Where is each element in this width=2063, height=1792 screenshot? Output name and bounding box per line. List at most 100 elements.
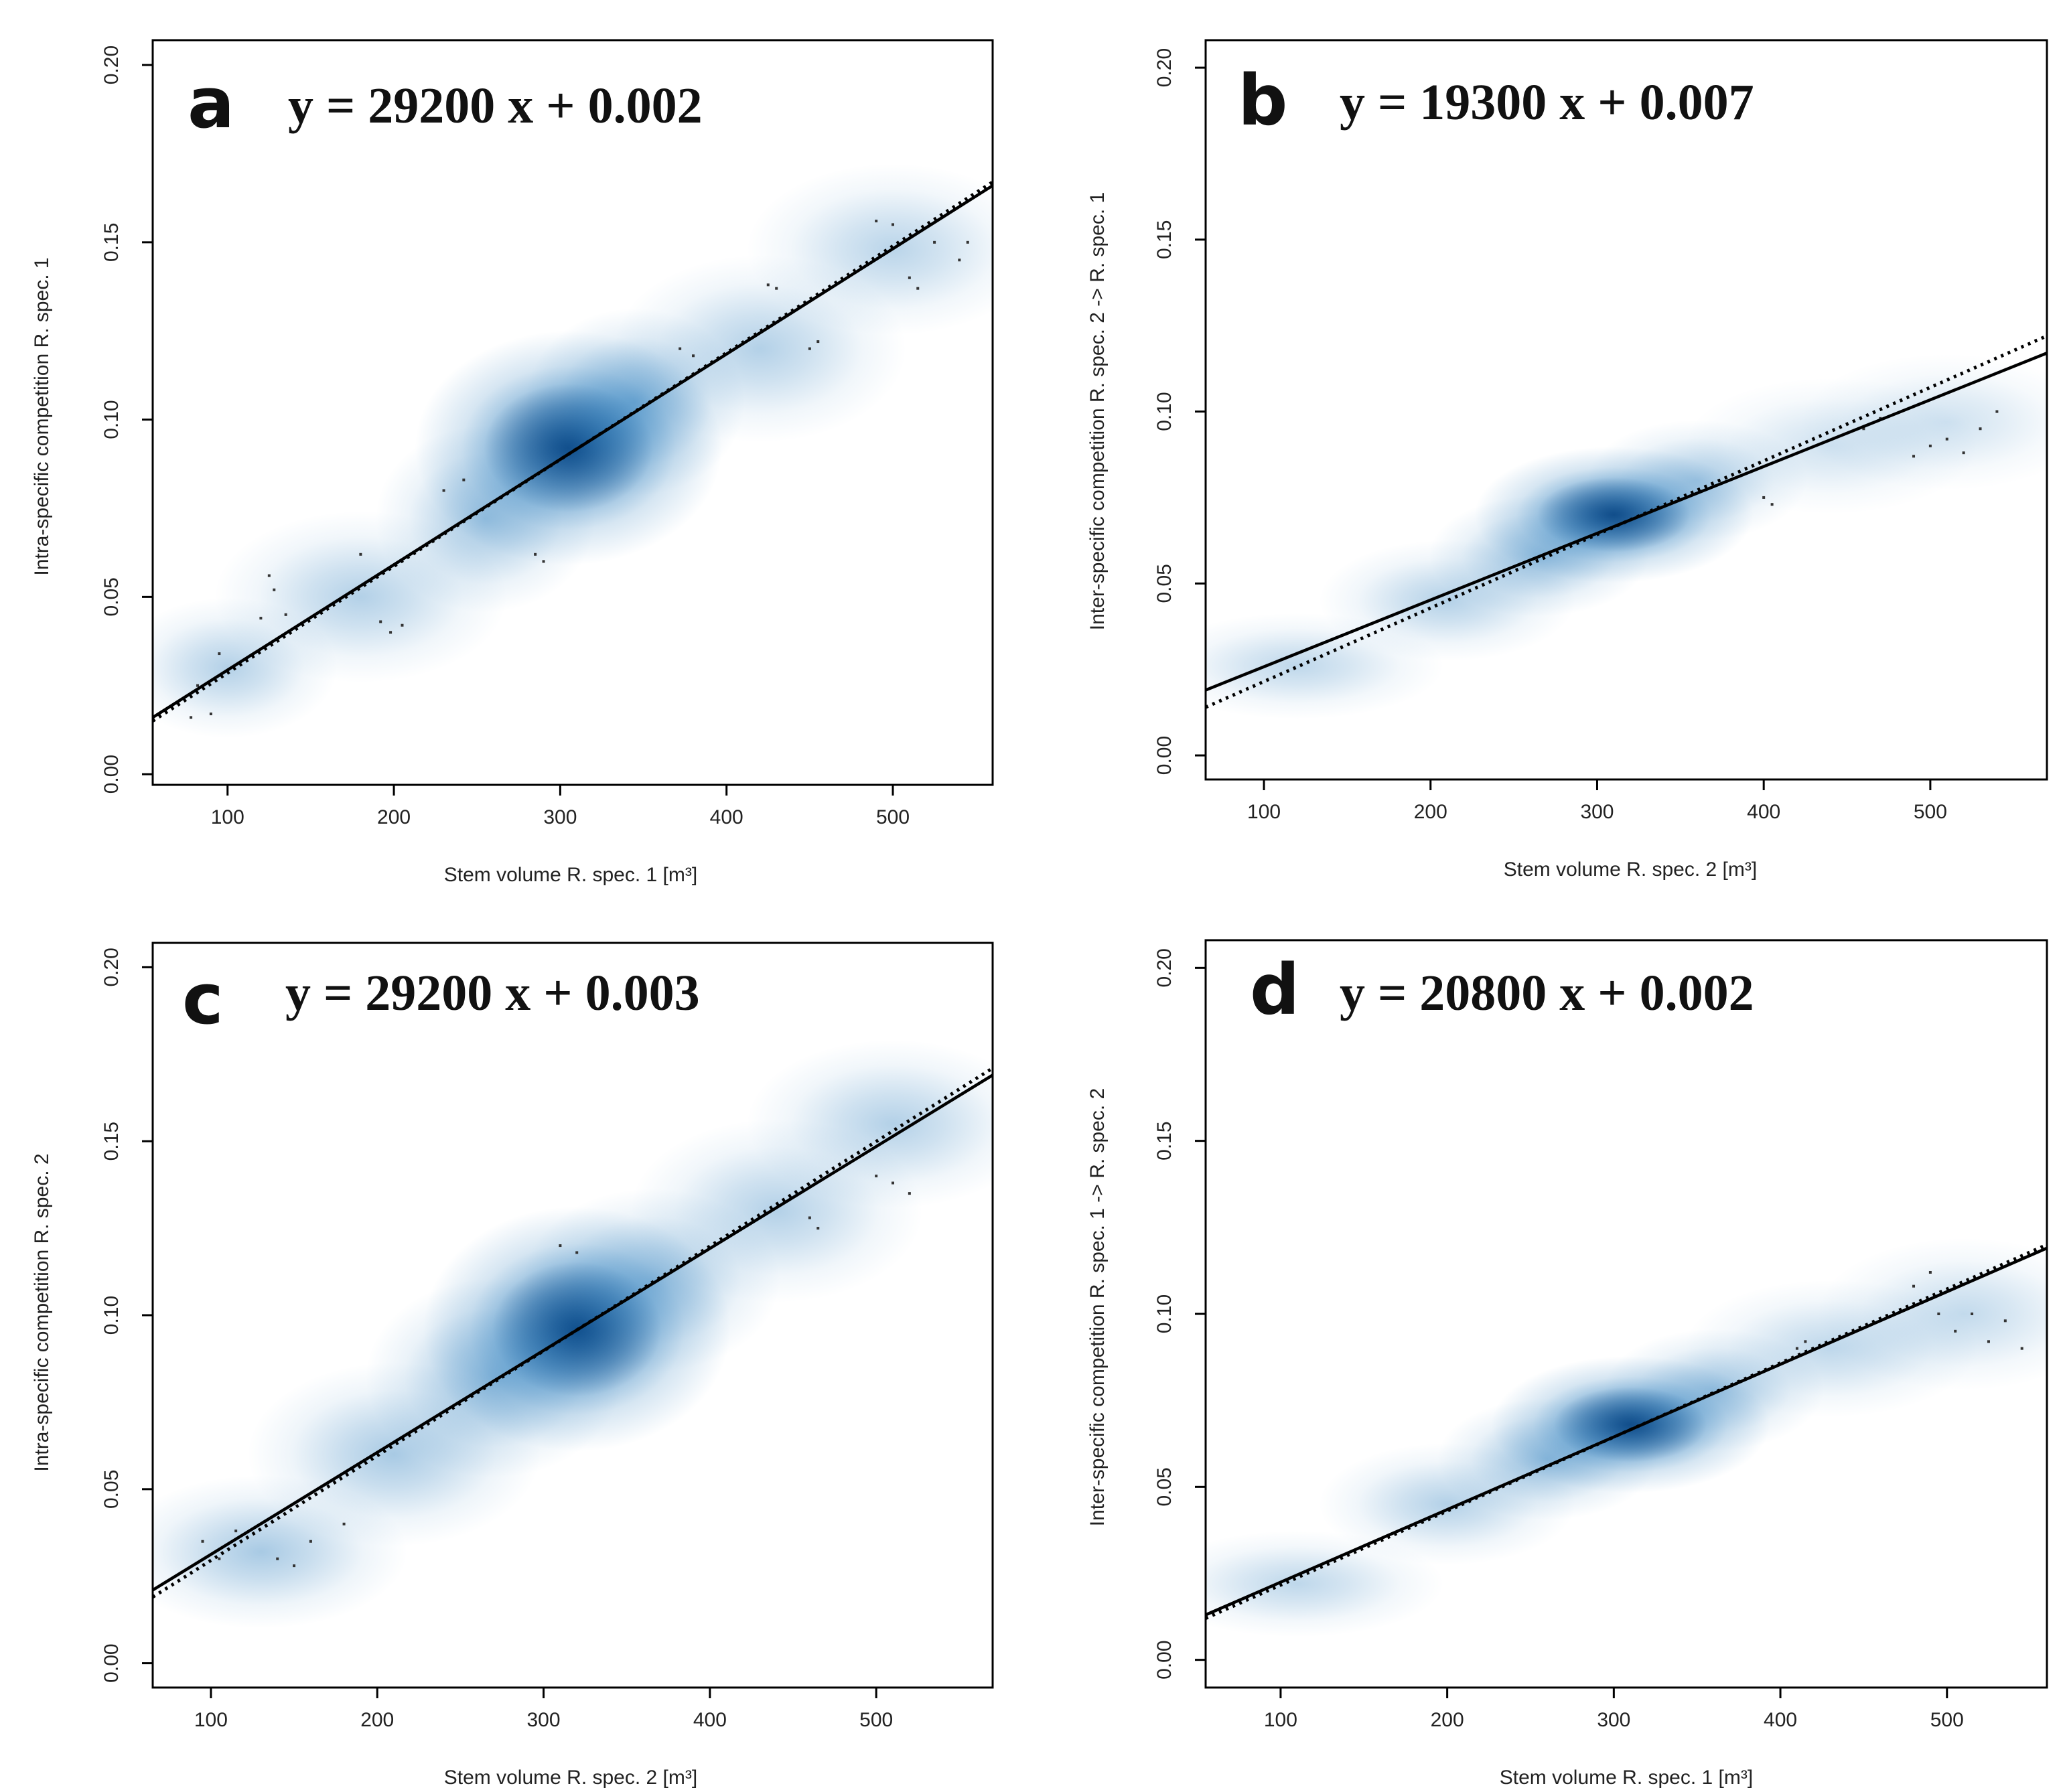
- scatter-point: [966, 240, 969, 244]
- density-blob: [746, 1039, 993, 1208]
- dotted-fit-line: [1206, 334, 2047, 709]
- scatter-point: [1795, 1347, 1798, 1350]
- scatter-point: [309, 1540, 312, 1543]
- scatter-point: [284, 613, 287, 616]
- dotted-fit-line: [1206, 1243, 2047, 1620]
- panel-d-letter: d: [1250, 949, 1299, 1031]
- y-tick-label: 0.00: [100, 1643, 123, 1682]
- scatter-point: [958, 258, 961, 262]
- scatter-point: [1987, 1340, 1990, 1343]
- x-tick-label: 400: [693, 1709, 727, 1731]
- scatter-point: [259, 617, 263, 620]
- y-tick-label: 0.10: [1153, 1294, 1176, 1333]
- scatter-point: [234, 1529, 238, 1533]
- scatter-point: [933, 240, 936, 244]
- scatter-point: [209, 713, 212, 716]
- y-tick-label: 0.00: [100, 755, 123, 794]
- density-blob: [1319, 1443, 1576, 1566]
- x-tick-label: 400: [1747, 801, 1780, 823]
- y-tick-label: 0.05: [1153, 564, 1176, 603]
- panel-b-y-axis-label: Inter-specific competition R. spec. 2 ->…: [1086, 192, 1109, 630]
- panel-a-frame: [151, 39, 994, 786]
- x-tick-label: 100: [194, 1709, 228, 1731]
- scatter-point: [916, 287, 920, 290]
- y-tick-label: 0.05: [100, 577, 123, 616]
- density-blob: [1206, 1530, 1444, 1637]
- scatter-point: [218, 1557, 221, 1560]
- y-tick-label: 0.00: [1153, 1640, 1176, 1679]
- density-blob: [1206, 613, 1444, 719]
- scatter-point: [808, 1216, 811, 1219]
- density-blob: [153, 597, 338, 739]
- dotted-fit-line: [153, 1066, 993, 1599]
- panel-a-x-axis-label: Stem volume R. spec. 1 [m³]: [444, 864, 697, 886]
- x-tick-label: 500: [876, 806, 910, 828]
- panel-b-x-axis-label: Stem volume R. spec. 2 [m³]: [1504, 858, 1757, 881]
- panel-a-equation: y = 29200 x + 0.002: [288, 78, 703, 134]
- scatter-point: [1770, 503, 1774, 506]
- panel-b-letter: b: [1238, 60, 1287, 141]
- scatter-point: [201, 1540, 204, 1543]
- scatter-point: [401, 623, 404, 627]
- x-tick-label: 200: [1431, 1709, 1464, 1731]
- scatter-point: [908, 276, 911, 279]
- scatter-point: [267, 574, 271, 577]
- x-tick-label: 200: [360, 1709, 394, 1731]
- scatter-point: [1937, 1313, 1940, 1315]
- panel-a-plot-area: [153, 163, 993, 739]
- y-tick-label: 0.05: [100, 1470, 123, 1509]
- x-tick-label: 300: [527, 1709, 561, 1731]
- x-tick-label: 100: [211, 806, 244, 828]
- scatter-point: [1995, 410, 1999, 413]
- scatter-point: [892, 1181, 895, 1185]
- y-tick-label: 0.10: [1153, 392, 1176, 431]
- solid-fit-line: [1206, 352, 2047, 692]
- panel-c: 100 200 300 400 500 0.00 0.05 0.10 0.15 0.20 c y …: [31, 942, 994, 1789]
- x-tick-label: 100: [1264, 1709, 1297, 1731]
- y-tick-label: 0.15: [100, 223, 123, 262]
- panel-b-equation: y = 19300 x + 0.007: [1340, 74, 1754, 131]
- y-tick-label: 0.20: [1153, 48, 1176, 87]
- x-tick-label: 300: [543, 806, 577, 828]
- scatter-point: [1762, 496, 1766, 499]
- y-tick-label: 0.20: [1153, 948, 1176, 987]
- density-blob: [1800, 354, 2047, 490]
- scatter-point: [908, 1192, 911, 1195]
- scatter-point: [1928, 444, 1932, 447]
- y-tick-label: 0.05: [1153, 1467, 1176, 1506]
- scatter-point: [1971, 1313, 1974, 1315]
- scatter-point: [273, 588, 276, 591]
- y-tick-label: 0.00: [1153, 736, 1176, 775]
- scatter-point: [679, 347, 682, 350]
- scatter-point: [534, 552, 537, 556]
- y-tick-label: 0.15: [100, 1122, 123, 1161]
- x-tick-label: 400: [1764, 1709, 1797, 1731]
- scatter-point: [379, 620, 382, 623]
- density-blob: [746, 163, 993, 335]
- panel-a-y-axis-label: Intra-specific competition R. spec. 1: [31, 257, 53, 575]
- panel-c-y-axis-label: Intra-specific competition R. spec. 2: [31, 1153, 53, 1471]
- density-blob: [153, 1475, 407, 1629]
- scatter-point: [692, 354, 695, 358]
- scatter-point: [218, 652, 221, 656]
- scatter-point: [1954, 1329, 1957, 1333]
- solid-fit-line: [153, 184, 993, 719]
- scatter-point: [2020, 1347, 2023, 1350]
- scatter-point: [342, 1522, 346, 1525]
- solid-fit-line: [153, 1073, 993, 1592]
- scatter-point: [1804, 1340, 1807, 1343]
- scatter-point: [276, 1557, 279, 1560]
- panel-c-x-axis-label: Stem volume R. spec. 2 [m³]: [444, 1767, 697, 1789]
- scatter-point: [875, 1175, 878, 1178]
- scatter-point: [766, 283, 770, 287]
- y-tick-label: 0.20: [100, 46, 123, 84]
- y-tick-label: 0.20: [100, 948, 123, 986]
- scatter-point: [1928, 1271, 1932, 1274]
- scatter-point: [808, 347, 811, 350]
- x-tick-label: 100: [1247, 801, 1281, 823]
- scatter-point: [359, 552, 362, 556]
- scatter-point: [2003, 1319, 2007, 1323]
- y-tick-label: 0.15: [1153, 1121, 1176, 1160]
- x-tick-label: 300: [1580, 801, 1614, 823]
- panel-d-plot-area: [1206, 1238, 2047, 1637]
